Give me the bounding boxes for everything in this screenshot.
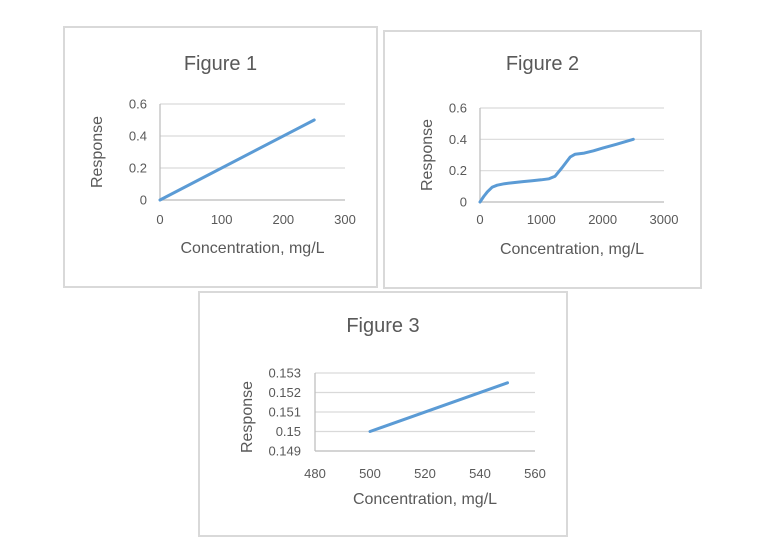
svg-text:0: 0 xyxy=(476,212,483,227)
svg-text:560: 560 xyxy=(524,466,546,481)
svg-text:0.153: 0.153 xyxy=(268,366,301,381)
figure-3-x-axis-title: Concentration, mg/L xyxy=(352,491,498,508)
figure-1-title: Figure 1 xyxy=(183,53,258,75)
svg-text:0.151: 0.151 xyxy=(268,405,301,420)
figure-2-box: Figure 2 0 1000 2000 3000 0 0.2 0.4 0.6 Concent… xyxy=(383,30,702,289)
svg-text:0.152: 0.152 xyxy=(268,385,301,400)
svg-text:0.6: 0.6 xyxy=(449,101,467,116)
svg-text:0.149: 0.149 xyxy=(268,444,301,459)
svg-text:0.15: 0.15 xyxy=(276,424,301,439)
svg-text:0.2: 0.2 xyxy=(449,163,467,178)
figure-2-plot: 0 1000 2000 3000 0 0.2 0.4 0.6 xyxy=(449,101,679,228)
figure-3-title: Figure 3 xyxy=(346,315,420,337)
svg-text:500: 500 xyxy=(359,466,381,481)
svg-text:0.6: 0.6 xyxy=(129,97,147,112)
svg-text:100: 100 xyxy=(211,212,233,227)
svg-text:0: 0 xyxy=(156,212,163,227)
svg-text:540: 540 xyxy=(469,466,491,481)
svg-text:520: 520 xyxy=(414,466,436,481)
figure-1-x-axis-title: Concentration, mg/L xyxy=(180,240,325,257)
figure-3-y-axis-title: Response xyxy=(239,380,256,454)
svg-text:1000: 1000 xyxy=(527,212,556,227)
svg-text:200: 200 xyxy=(272,212,294,227)
figure-3-plot: 480 500 520 540 560 0.149 0.15 0.151 0.152 0.153 xyxy=(268,366,546,482)
figure-3-box: Figure 3 480 500 520 540 560 0.149 0.15 0.151 0.… xyxy=(198,291,568,537)
svg-text:0.4: 0.4 xyxy=(449,132,467,147)
svg-text:0.2: 0.2 xyxy=(129,161,147,176)
figure-2-title: Figure 2 xyxy=(505,53,580,75)
svg-text:0.4: 0.4 xyxy=(129,129,147,144)
figure-1-box: Figure 1 0 100 200 300 0 0.2 0.4 0.6 Concentrat… xyxy=(63,26,378,288)
figure-2-y-axis-title: Response xyxy=(419,118,436,192)
svg-text:0: 0 xyxy=(460,195,467,210)
svg-text:0: 0 xyxy=(140,193,147,208)
figure-1-plot: 0 100 200 300 0 0.2 0.4 0.6 xyxy=(129,97,356,228)
figure-2-x-axis-title: Concentration, mg/L xyxy=(499,241,645,258)
svg-text:300: 300 xyxy=(334,212,356,227)
svg-text:480: 480 xyxy=(304,466,326,481)
figure-1-y-axis-title: Response xyxy=(89,115,106,189)
svg-text:3000: 3000 xyxy=(650,212,679,227)
svg-text:2000: 2000 xyxy=(588,212,617,227)
